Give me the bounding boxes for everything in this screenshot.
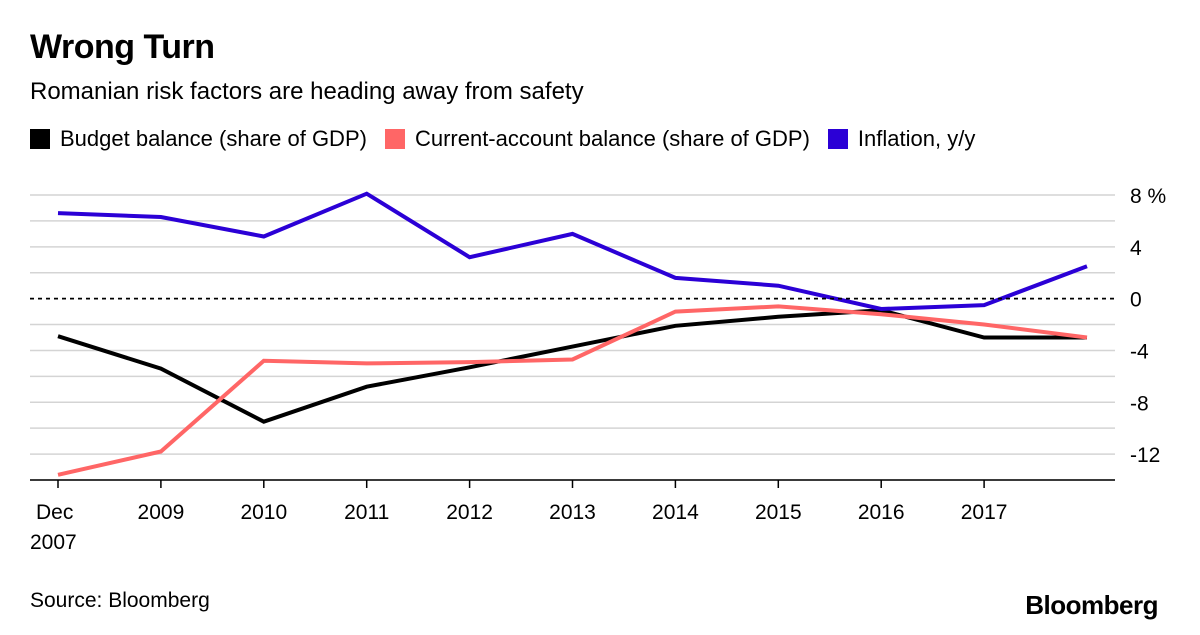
x-tick-label: 2016 <box>858 501 905 524</box>
x-tick-label: 2010 <box>240 501 287 524</box>
y-tick-label: 4 <box>1130 237 1142 260</box>
chart-title: Wrong Turn <box>30 28 215 66</box>
legend-label-budget: Budget balance (share of GDP) <box>60 126 367 151</box>
x-tick-label: 2011 <box>344 501 389 524</box>
source-note: Source: Bloomberg <box>30 589 210 612</box>
x-tick-label: Dec <box>36 501 73 524</box>
y-tick-label: -4 <box>1130 340 1149 363</box>
legend-swatch-current-account <box>384 129 405 149</box>
x-tick-label: 2014 <box>652 501 699 524</box>
y-tick-label: 0 <box>1130 289 1142 312</box>
series-line-3 <box>57 191 1088 312</box>
series-line-2 <box>57 304 1088 477</box>
y-tick-label: 8 % <box>1130 185 1166 208</box>
legend-swatch-inflation <box>827 129 848 149</box>
legend-item-budget: Budget balance (share of GDP) <box>30 126 367 152</box>
chart-subtitle: Romanian risk factors are heading away f… <box>30 78 584 105</box>
legend-item-current-account: Current-account balance (share of GDP) <box>384 126 810 152</box>
legend: Budget balance (share of GDP) Current-ac… <box>30 126 993 152</box>
x-tick-label: 2009 <box>138 501 185 524</box>
x-tick-label: 2013 <box>549 501 596 524</box>
x-tick-label: 2012 <box>446 501 493 524</box>
legend-label-current-account: Current-account balance (share of GDP) <box>414 126 810 151</box>
y-tick-label: -12 <box>1130 444 1160 467</box>
y-tick-label: -8 <box>1130 392 1149 415</box>
x-tick-label: 2017 <box>961 501 1008 524</box>
x-tick-label: 2015 <box>755 501 802 524</box>
legend-swatch-budget <box>30 129 50 149</box>
legend-item-inflation: Inflation, y/y <box>827 126 976 152</box>
legend-label-inflation: Inflation, y/y <box>857 126 976 151</box>
bloomberg-logo: Bloomberg <box>1025 590 1158 620</box>
x-tick-label: 2007 <box>30 531 77 554</box>
